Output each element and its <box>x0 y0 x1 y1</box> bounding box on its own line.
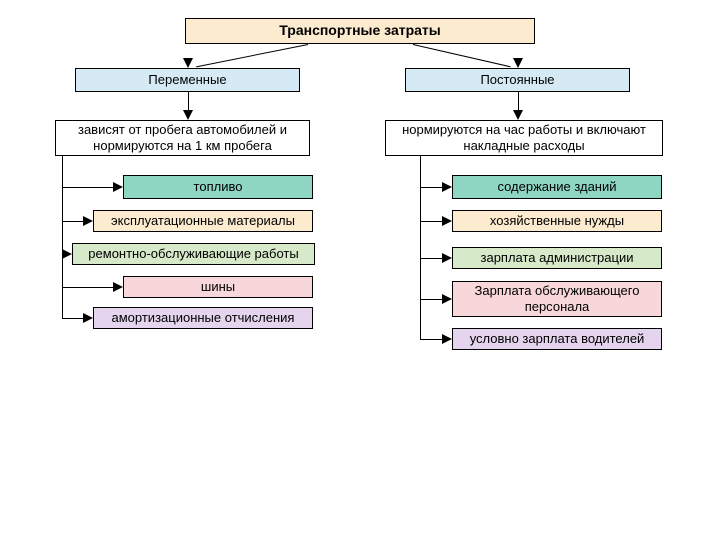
arrow-title-left <box>183 58 193 68</box>
right-item-text: содержание зданий <box>497 179 616 195</box>
left-header-text: Переменные <box>148 72 226 88</box>
connector-left-header-desc <box>188 92 189 112</box>
right-branch-arrow <box>442 216 452 226</box>
left-item-box: топливо <box>123 175 313 199</box>
right-spine <box>420 156 421 339</box>
left-spine <box>62 156 63 318</box>
connector-title-left <box>195 44 307 67</box>
left-item-box: амортизационные отчисления <box>93 307 313 329</box>
right-header-text: Постоянные <box>480 72 554 88</box>
right-item-box: условно зарплата водителей <box>452 328 662 350</box>
right-branch-arrow <box>442 334 452 344</box>
left-branch-line <box>62 221 85 222</box>
connector-right-header-desc <box>518 92 519 112</box>
left-item-text: амортизационные отчисления <box>112 310 295 326</box>
right-item-text: зарплата администрации <box>481 250 634 266</box>
right-branch-line <box>420 221 444 222</box>
arrow-title-right <box>513 58 523 68</box>
right-item-text: условно зарплата водителей <box>470 331 645 347</box>
right-item-box: хозяйственные нужды <box>452 210 662 232</box>
left-branch-arrow <box>62 249 72 259</box>
left-branch-arrow <box>83 313 93 323</box>
right-item-text: Зарплата обслуживающего персонала <box>459 283 655 316</box>
left-item-text: топливо <box>194 179 243 195</box>
right-branch-arrow <box>442 294 452 304</box>
right-desc-text: нормируются на час работы и включают нак… <box>392 122 656 155</box>
left-branch-arrow <box>83 216 93 226</box>
left-desc-box: зависят от пробега автомобилей и нормиру… <box>55 120 310 156</box>
arrow-right-header-desc <box>513 110 523 120</box>
right-header-box: Постоянные <box>405 68 630 92</box>
left-item-box: эксплуатационные материалы <box>93 210 313 232</box>
connector-title-right <box>412 44 509 67</box>
title-text: Транспортные затраты <box>279 22 441 40</box>
right-branch-arrow <box>442 182 452 192</box>
right-branch-arrow <box>442 253 452 263</box>
left-branch-line <box>62 187 115 188</box>
left-item-box: шины <box>123 276 313 298</box>
right-branch-line <box>420 299 444 300</box>
left-branch-line <box>62 287 115 288</box>
arrow-left-header-desc <box>183 110 193 120</box>
right-item-text: хозяйственные нужды <box>490 213 624 229</box>
left-item-text: шины <box>201 279 235 295</box>
right-branch-line <box>420 339 444 340</box>
left-branch-line <box>62 318 85 319</box>
left-item-text: эксплуатационные материалы <box>111 213 295 229</box>
left-desc-text: зависят от пробега автомобилей и нормиру… <box>62 122 303 155</box>
left-item-text: ремонтно-обслуживающие работы <box>88 246 298 262</box>
right-item-box: Зарплата обслуживающего персонала <box>452 281 662 317</box>
left-branch-arrow <box>113 182 123 192</box>
title-box: Транспортные затраты <box>185 18 535 44</box>
right-branch-line <box>420 187 444 188</box>
right-branch-line <box>420 258 444 259</box>
right-desc-box: нормируются на час работы и включают нак… <box>385 120 663 156</box>
left-item-box: ремонтно-обслуживающие работы <box>72 243 315 265</box>
left-branch-arrow <box>113 282 123 292</box>
right-item-box: содержание зданий <box>452 175 662 199</box>
right-item-box: зарплата администрации <box>452 247 662 269</box>
left-header-box: Переменные <box>75 68 300 92</box>
